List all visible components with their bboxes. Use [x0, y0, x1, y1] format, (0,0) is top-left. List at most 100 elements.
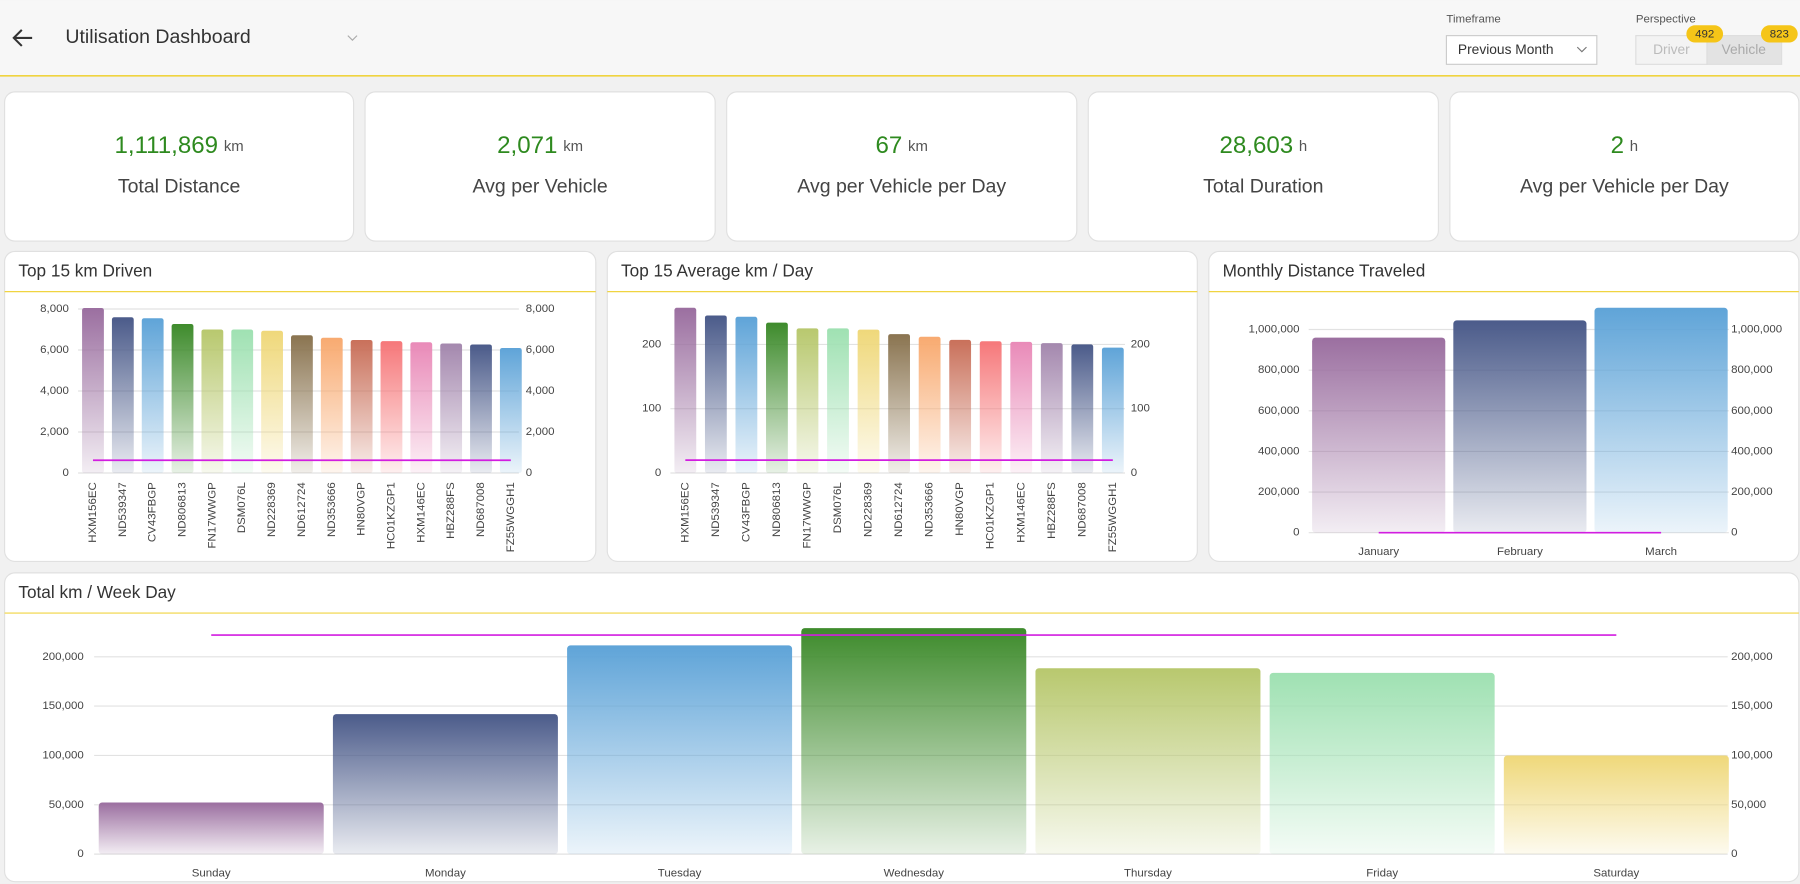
kpi-value: 67	[876, 132, 903, 159]
timeframe-value[interactable]: Previous Month	[1458, 42, 1554, 57]
bar	[261, 330, 283, 473]
kpi-value-line: 1,111,869 km	[114, 132, 243, 159]
back-button[interactable]	[12, 29, 33, 47]
kpi-value-line: 28,603 h	[1219, 132, 1307, 159]
kpi-card	[4, 91, 355, 242]
y-tick-label: 100,000	[42, 749, 83, 761]
y2-tick-label: 200	[1131, 338, 1150, 350]
y-tick-label: 0	[77, 848, 83, 860]
timeframe-select[interactable]	[1445, 35, 1598, 65]
dashboard-title[interactable]: Utilisation Dashboard	[65, 26, 250, 48]
y2-tick-label: 200,000	[1731, 651, 1772, 663]
kpi-value: 1,111,869	[114, 132, 218, 159]
y2-tick-label: 400,000	[1731, 445, 1772, 457]
y-tick-label: 400,000	[1258, 445, 1299, 457]
x-tick-label: January	[1358, 546, 1399, 558]
x-tick-label: Thursday	[1124, 868, 1172, 880]
bar	[141, 318, 164, 473]
x-tick-label: Sunday	[192, 868, 231, 880]
bar	[766, 322, 788, 473]
driver-count-badge	[1686, 25, 1724, 43]
bar	[1269, 672, 1495, 855]
y-tick-label: 800,000	[1258, 364, 1299, 376]
y2-tick-label: 0	[1731, 848, 1737, 860]
kpi-label: Total Distance	[118, 175, 240, 197]
title-dropdown-chevron[interactable]	[347, 35, 358, 42]
y2-tick-label: 4,000	[526, 385, 555, 397]
bar	[1040, 343, 1063, 473]
x-tick-label: ND687008	[1076, 482, 1088, 537]
y-tick-label: 2,000	[40, 426, 69, 438]
bar	[704, 315, 727, 473]
bar	[499, 347, 522, 473]
x-tick-label: HXM156EC	[679, 482, 691, 543]
x-tick-label: ND353666	[924, 482, 936, 537]
bar	[320, 337, 343, 473]
perspective-driver-label[interactable]: Driver	[1653, 42, 1690, 57]
y2-tick-label: 200,000	[1731, 486, 1772, 498]
bar	[440, 343, 463, 473]
x-tick-label: Friday	[1366, 868, 1398, 880]
y-tick-label: 100	[642, 403, 661, 415]
kpi-unit: h	[1299, 138, 1307, 155]
kpi-card	[1087, 91, 1439, 242]
kpi-card	[726, 91, 1078, 242]
y-tick-label: 0	[62, 467, 68, 479]
y-tick-label: 200	[642, 338, 661, 350]
x-tick-label: Wednesday	[884, 868, 945, 880]
timeframe-chevron	[1576, 46, 1587, 53]
x-tick-label: HC01KZGP1	[985, 482, 997, 549]
bar	[979, 341, 1002, 473]
kpi-unit: km	[908, 138, 928, 155]
x-tick-label: CV43FBGP	[740, 482, 752, 542]
y-tick-label: 6,000	[40, 344, 69, 356]
bar	[1312, 337, 1446, 533]
x-tick-label: FZ55WGGH1	[1107, 482, 1119, 552]
x-tick-label: FN17WWGP	[206, 482, 218, 549]
y-tick-label: 600,000	[1258, 405, 1299, 417]
x-tick-label: FZ55WGGH1	[505, 482, 517, 552]
x-tick-label: HBZ288FS	[445, 482, 457, 539]
x-tick-label: February	[1497, 546, 1543, 558]
x-tick-label: ND353666	[326, 482, 338, 537]
y2-tick-label: 0	[526, 467, 532, 479]
bar	[674, 307, 697, 473]
kpi-value-line: 2,071 km	[497, 132, 583, 159]
x-tick-label: Monday	[425, 868, 466, 880]
kpi-label: Avg per Vehicle per Day	[797, 175, 1006, 197]
kpi-unit: km	[224, 138, 244, 155]
bar	[1071, 344, 1094, 473]
x-tick-label: HBZ288FS	[1046, 482, 1058, 539]
bar	[410, 342, 433, 473]
kpi-value: 28,603	[1219, 132, 1293, 159]
bar	[350, 339, 373, 473]
x-tick-label: HN80VGP	[954, 482, 966, 536]
kpi-card	[364, 91, 716, 242]
kpi-label: Total Duration	[1203, 175, 1323, 197]
x-tick-label: ND228369	[863, 482, 875, 537]
bar	[171, 323, 194, 473]
bar	[380, 341, 403, 473]
bar	[1503, 755, 1729, 855]
perspective-vehicle-label[interactable]: Vehicle	[1722, 42, 1767, 57]
x-tick-label: ND539347	[710, 482, 722, 537]
kpi-unit: h	[1630, 138, 1638, 155]
chart-title: Total km / Week Day	[18, 582, 176, 602]
x-tick-label: Tuesday	[658, 868, 702, 880]
bar	[231, 329, 254, 473]
bar	[735, 316, 758, 473]
x-tick-label: HC01KZGP1	[385, 482, 397, 549]
x-tick-label: ND539347	[117, 482, 129, 537]
y2-tick-label: 0	[1131, 467, 1137, 479]
y2-tick-label: 600,000	[1731, 405, 1772, 417]
bar	[332, 714, 558, 855]
y-tick-label: 200,000	[1258, 486, 1299, 498]
bar	[827, 328, 849, 473]
perspective-label: Perspective	[1636, 14, 1696, 26]
y-tick-label: 200,000	[42, 651, 83, 663]
bar	[949, 339, 972, 473]
bar	[82, 307, 104, 473]
y-tick-label: 50,000	[49, 799, 84, 811]
